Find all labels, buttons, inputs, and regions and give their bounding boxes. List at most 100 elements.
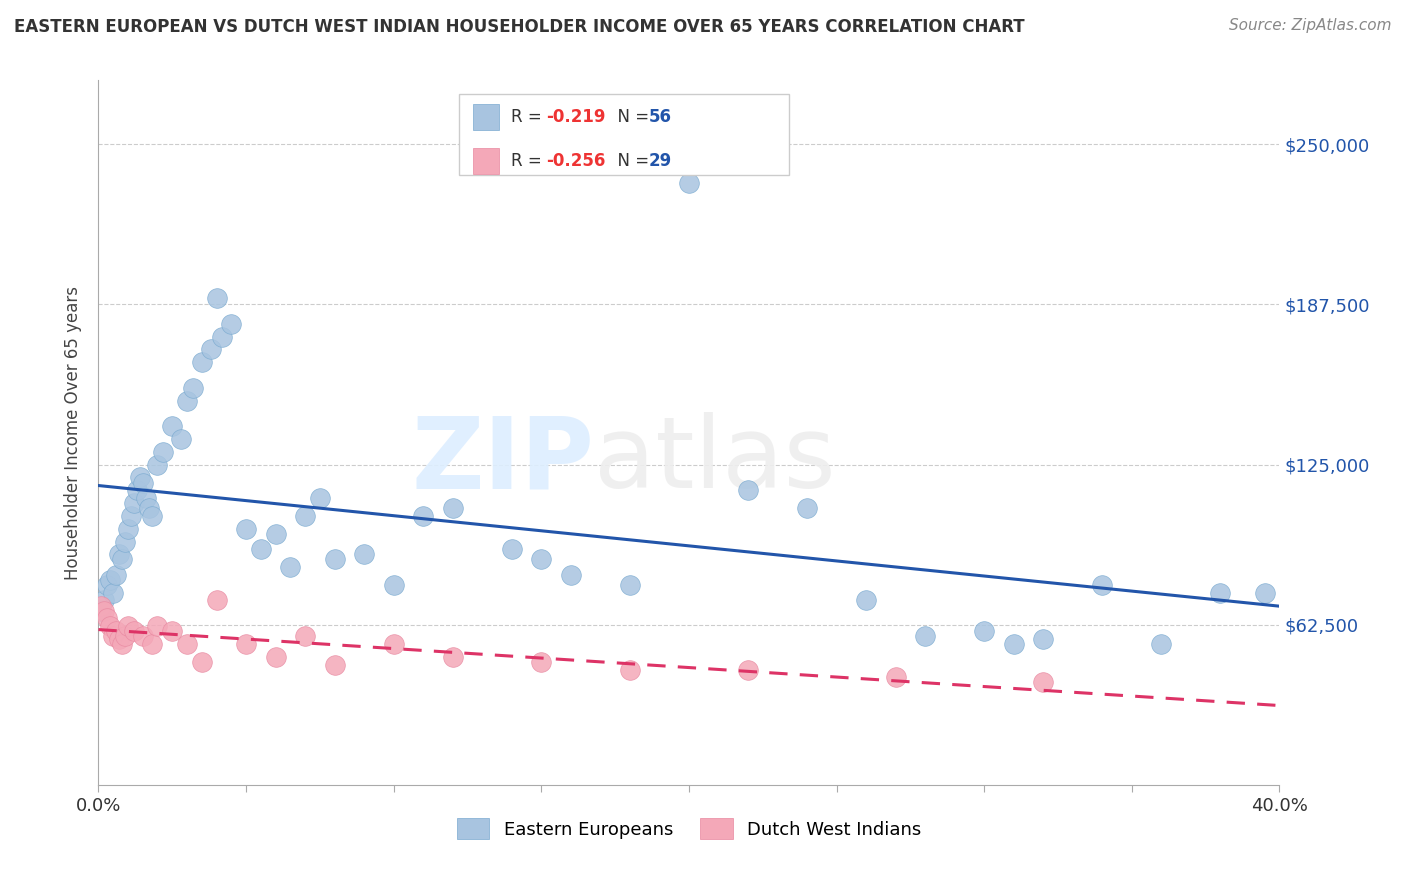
Y-axis label: Householder Income Over 65 years: Householder Income Over 65 years [65, 285, 83, 580]
Text: R =: R = [510, 152, 547, 169]
Point [162, 624, 183, 639]
Point [141, 637, 163, 651]
Text: -0.256: -0.256 [546, 152, 606, 169]
Point [309, 491, 332, 505]
Point [108, 547, 131, 561]
Point [128, 470, 150, 484]
Point [796, 501, 818, 516]
Point [111, 637, 134, 651]
Point [619, 578, 641, 592]
Point [884, 670, 907, 684]
Point [560, 567, 582, 582]
Point [125, 483, 148, 498]
Text: 29: 29 [648, 152, 672, 169]
Point [973, 624, 995, 639]
Point [132, 629, 155, 643]
Point [181, 381, 204, 395]
Point [132, 475, 155, 490]
Point [98, 619, 121, 633]
Point [138, 501, 160, 516]
Point [114, 534, 136, 549]
Point [200, 343, 222, 357]
Point [93, 604, 115, 618]
Point [1002, 637, 1025, 651]
Point [441, 649, 464, 664]
Point [294, 508, 316, 523]
Point [96, 578, 118, 592]
Point [1091, 578, 1114, 592]
Point [105, 567, 128, 582]
Point [353, 547, 375, 561]
Point [152, 445, 174, 459]
Point [170, 432, 193, 446]
Point [280, 560, 302, 574]
Text: atlas: atlas [595, 412, 837, 509]
Point [108, 632, 131, 646]
Point [162, 419, 183, 434]
Point [678, 176, 700, 190]
Point [90, 604, 112, 618]
Text: EASTERN EUROPEAN VS DUTCH WEST INDIAN HOUSEHOLDER INCOME OVER 65 YEARS CORRELATI: EASTERN EUROPEAN VS DUTCH WEST INDIAN HO… [14, 18, 1025, 36]
Point [120, 508, 142, 523]
Point [122, 496, 145, 510]
Point [205, 593, 228, 607]
Point [1032, 675, 1054, 690]
Text: 56: 56 [648, 108, 672, 126]
Point [530, 655, 553, 669]
Point [96, 611, 118, 625]
Point [114, 629, 136, 643]
FancyBboxPatch shape [458, 95, 789, 176]
Point [98, 573, 121, 587]
FancyBboxPatch shape [472, 148, 499, 174]
Point [117, 619, 139, 633]
Point [441, 501, 464, 516]
Point [501, 542, 523, 557]
Point [135, 491, 157, 505]
Point [235, 637, 257, 651]
Point [191, 355, 214, 369]
Point [323, 552, 346, 566]
Point [93, 593, 115, 607]
Legend: Eastern Europeans, Dutch West Indians: Eastern Europeans, Dutch West Indians [450, 811, 928, 847]
Point [146, 458, 169, 472]
Point [530, 552, 553, 566]
FancyBboxPatch shape [472, 104, 499, 130]
Point [103, 629, 125, 643]
Text: R =: R = [510, 108, 547, 126]
Point [619, 663, 641, 677]
Point [103, 586, 125, 600]
Point [205, 291, 228, 305]
Point [382, 578, 405, 592]
Point [122, 624, 145, 639]
Point [250, 542, 273, 557]
Point [412, 508, 434, 523]
Point [235, 522, 257, 536]
Point [1150, 637, 1173, 651]
Point [141, 508, 163, 523]
Point [264, 649, 287, 664]
Point [914, 629, 936, 643]
Point [111, 552, 134, 566]
Point [294, 629, 316, 643]
Text: ZIP: ZIP [412, 412, 595, 509]
Text: Source: ZipAtlas.com: Source: ZipAtlas.com [1229, 18, 1392, 33]
Point [737, 483, 759, 498]
Point [117, 522, 139, 536]
Point [1209, 586, 1232, 600]
Point [105, 624, 128, 639]
Point [90, 599, 112, 613]
Point [855, 593, 877, 607]
Point [382, 637, 405, 651]
Point [211, 329, 233, 343]
Point [737, 663, 759, 677]
Point [1254, 586, 1277, 600]
Point [146, 619, 169, 633]
Point [191, 655, 214, 669]
Text: N =: N = [607, 152, 655, 169]
Point [176, 393, 198, 408]
Point [264, 526, 287, 541]
Text: N =: N = [607, 108, 655, 126]
Point [1032, 632, 1054, 646]
Point [323, 657, 346, 672]
Point [221, 317, 243, 331]
